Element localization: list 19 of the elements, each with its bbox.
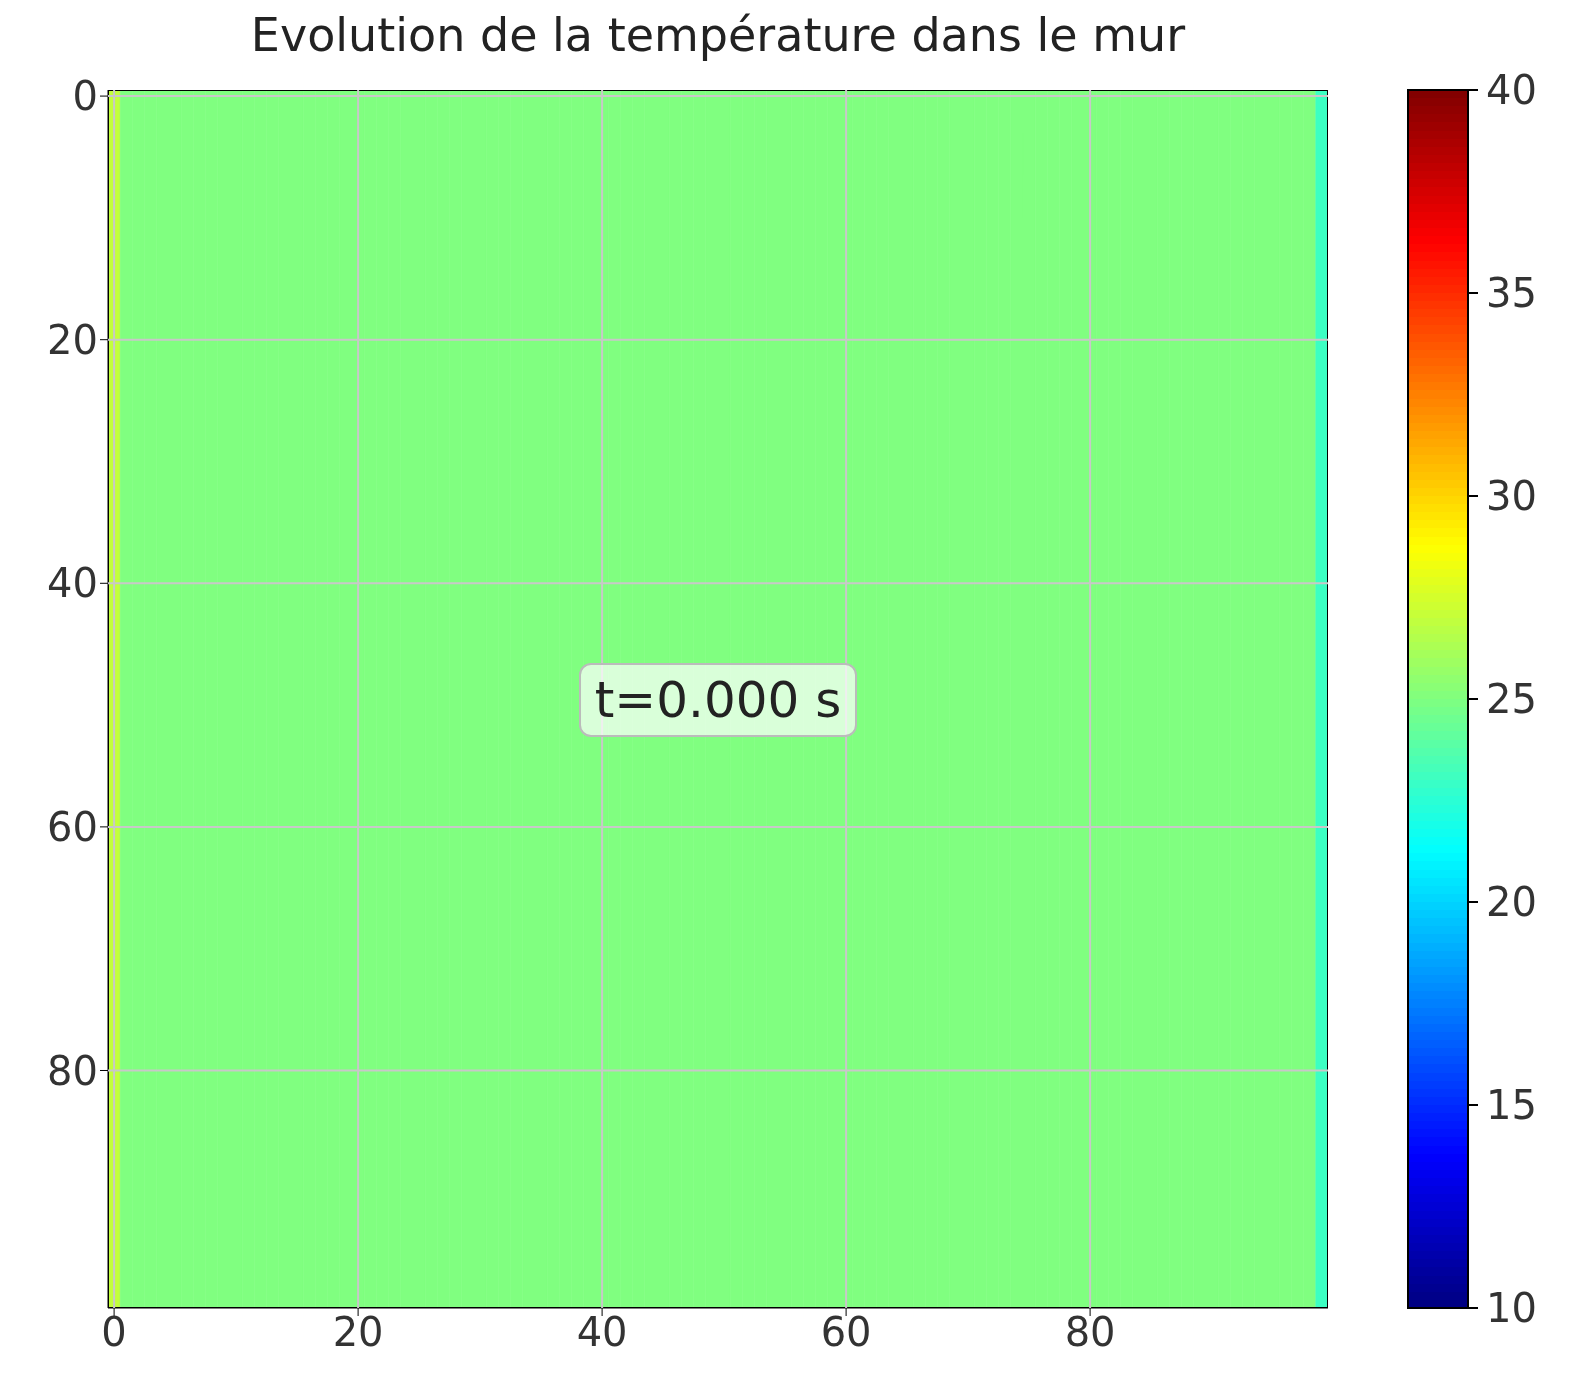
color-bar-label: 40	[1486, 67, 1537, 113]
x-tick-label: 20	[332, 1309, 384, 1356]
x-tick-label: 40	[576, 1309, 628, 1356]
color-bar-label: 15	[1486, 1082, 1537, 1128]
color-bar-label: 25	[1486, 676, 1537, 722]
y-tick-label: 60	[47, 804, 98, 851]
annotation: t=0.000 s	[578, 663, 858, 737]
chart-title: Evolution de la température dans le mur	[249, 8, 1187, 62]
color-bar-label: 20	[1486, 879, 1537, 925]
y-tick-label: 40	[47, 560, 98, 607]
x-tick-label: 80	[1064, 1309, 1116, 1356]
color-bar-label: 35	[1486, 270, 1537, 316]
color-bar-label: 30	[1486, 473, 1537, 519]
color-bar-label: 10	[1486, 1285, 1537, 1331]
x-tick-label: 0	[101, 1309, 127, 1356]
y-tick-label: 80	[47, 1047, 98, 1094]
y-tick-label: 20	[47, 316, 98, 363]
y-tick-label: 0	[72, 73, 98, 120]
x-tick-label: 60	[820, 1309, 872, 1356]
